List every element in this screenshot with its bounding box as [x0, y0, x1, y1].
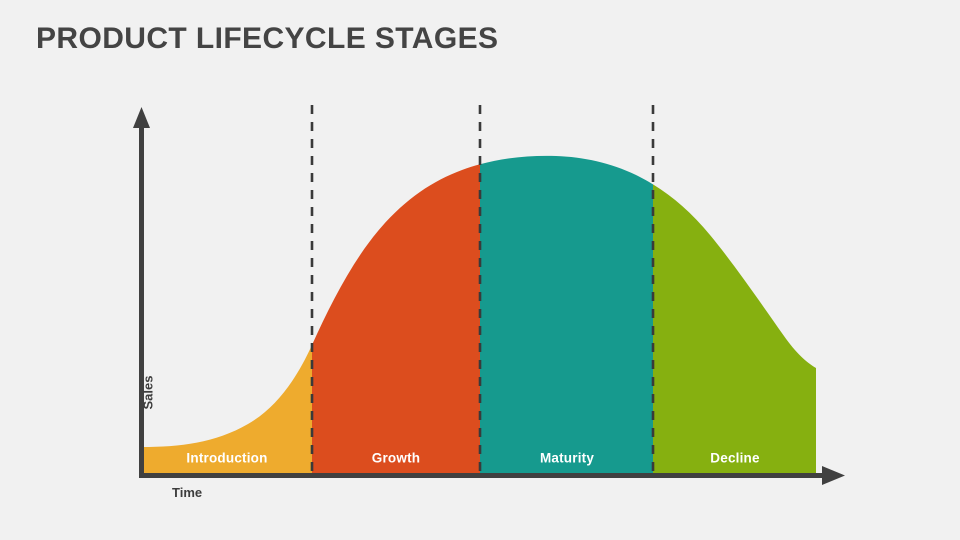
y-axis-label: Sales: [140, 375, 156, 410]
stage-dividers: [310, 105, 655, 477]
x-axis-arrow-icon: [822, 466, 845, 485]
axes: [133, 107, 845, 485]
x-axis-label: Time: [172, 485, 203, 500]
page-title: PRODUCT LIFECYCLE STAGES: [36, 22, 499, 55]
y-axis-arrow-icon: [133, 107, 150, 128]
